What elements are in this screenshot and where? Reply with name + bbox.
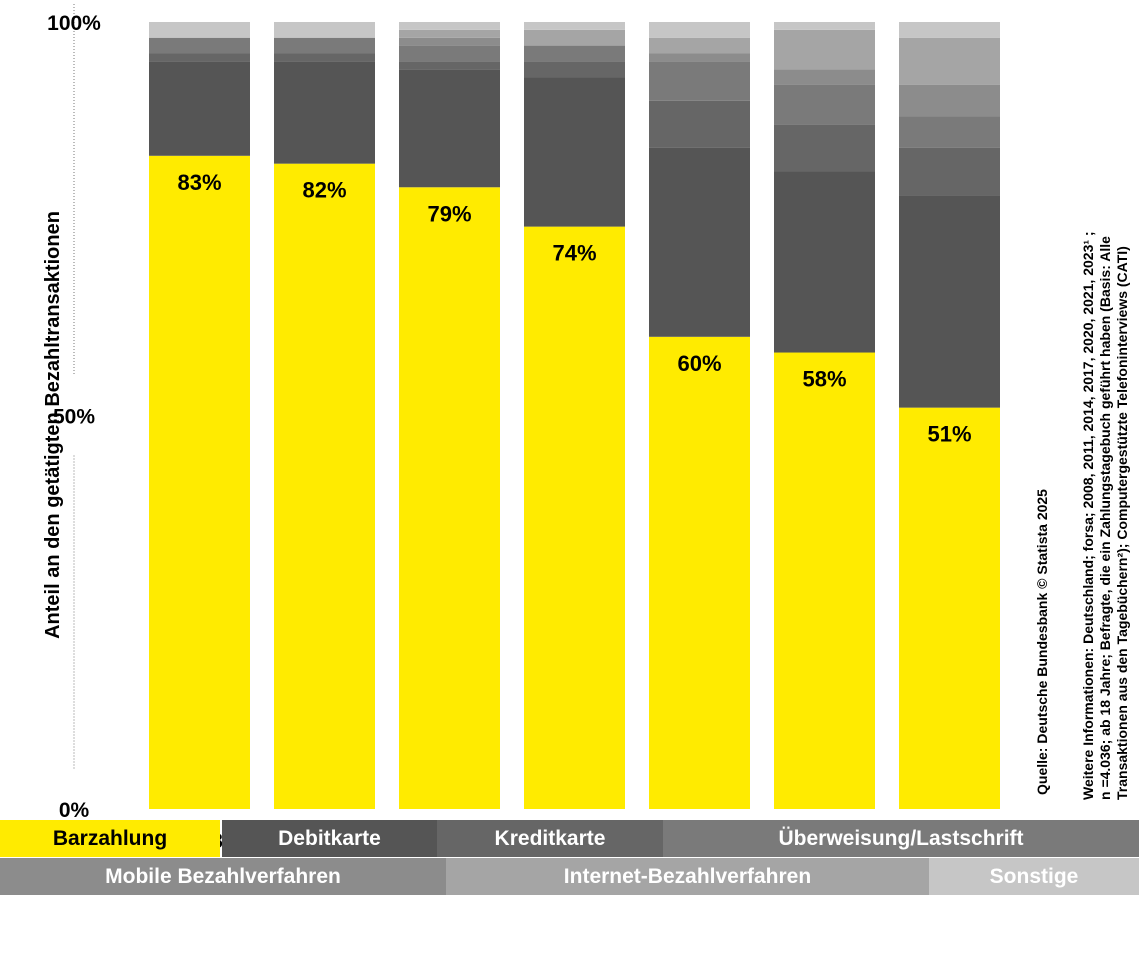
legend-row-2: Mobile Bezahlverfahren Internet-Bezahlver… [0, 858, 1139, 895]
bar-segment [149, 61, 250, 156]
bar-segment [524, 45, 625, 62]
bar-segment [649, 22, 750, 38]
bar-segment [274, 22, 375, 38]
legend-row-1: Barzahlung Debitkarte Kreditkarte Überweisu… [0, 820, 1139, 857]
bar-segment [399, 61, 500, 70]
bar-stack-2023: 51% [899, 22, 1000, 809]
y-tick-label: 100% [47, 12, 101, 35]
data-label: 58% [802, 367, 846, 392]
data-label: 60% [677, 351, 721, 376]
bar-segment [774, 29, 875, 70]
bar-segment [399, 45, 500, 62]
legend-item: Barzahlung [0, 820, 220, 857]
bar-segment [899, 37, 1000, 85]
data-label: 82% [302, 178, 346, 203]
bar-segment [774, 171, 875, 353]
y-axis-ticks: 0% 50% 100% [47, 12, 101, 822]
note-line: n =4.036; ab 18 Jahre; Befragte, die ein… [1097, 236, 1113, 800]
bar-segment [649, 100, 750, 148]
bar-segment [524, 77, 625, 227]
legend-item: Sonstige [929, 858, 1139, 895]
bar-segment [524, 29, 625, 46]
bar-segment [274, 37, 375, 54]
bar-stack-2011: 82% [274, 22, 375, 809]
data-label: 83% [177, 170, 221, 195]
bar-segment [149, 155, 250, 810]
bar-segment [774, 84, 875, 125]
bar-stack-2008: 83% [149, 22, 250, 810]
bar-segment [399, 29, 500, 38]
bar-segment [399, 187, 500, 809]
legend-item: Kreditkarte [437, 820, 663, 857]
data-label: 74% [552, 241, 596, 266]
bar-segment [774, 69, 875, 85]
bar-stack-2021: 58% [774, 22, 875, 809]
bar-segment [649, 61, 750, 101]
note-line: Weitere Informationen: Deutschland; fors… [1080, 231, 1096, 800]
y-tick-label: 50% [53, 406, 95, 429]
bar-segment [649, 37, 750, 54]
y-axis-title: Anteil an den getätigten Bezahltransakti… [42, 211, 64, 639]
bar-segment [649, 336, 750, 809]
bar-stack-2020: 60% [649, 22, 750, 809]
bar-segment [649, 53, 750, 62]
bar-segment [149, 22, 250, 38]
bar-segment [899, 195, 1000, 408]
legend-item: Internet-Bezahlverfahren [446, 858, 929, 895]
bar-segment [649, 147, 750, 337]
bars: 83% 82% 79% 74% 60% 58% 51% [149, 22, 1000, 810]
additional-information: Weitere Informationen: Deutschland; fors… [1080, 231, 1130, 800]
bar-segment [899, 22, 1000, 38]
bar-segment [274, 163, 375, 809]
bar-segment [274, 53, 375, 62]
bar-segment [899, 147, 1000, 196]
bar-segment [524, 226, 625, 809]
y-tick-label: 0% [59, 799, 90, 822]
bar-segment [899, 84, 1000, 117]
data-label: 51% [927, 422, 971, 447]
bar-segment [149, 53, 250, 62]
legend-item: Debitkarte [222, 820, 437, 857]
bar-segment [399, 37, 500, 46]
note-line: Transaktionen aus den Tagebüchern²); Com… [1114, 246, 1130, 800]
bar-segment [399, 69, 500, 188]
legend-item: Überweisung/Lastschrift [663, 820, 1139, 857]
bar-segment [524, 61, 625, 78]
data-label: 79% [427, 201, 471, 226]
bar-segment [524, 22, 625, 30]
bar-segment [149, 37, 250, 54]
bar-segment [774, 352, 875, 809]
source-note: Quelle: Deutsche Bundesbank © Statista 2… [1034, 489, 1050, 795]
bar-segment [899, 116, 1000, 148]
bar-segment [274, 61, 375, 164]
bar-stack-2014: 79% [399, 22, 500, 809]
legend-item: Mobile Bezahlverfahren [0, 858, 446, 895]
bar-segment [774, 22, 875, 30]
bar-segment [774, 124, 875, 172]
bar-segment [899, 407, 1000, 809]
bar-stack-2017: 74% [524, 22, 625, 809]
bar-segment [399, 22, 500, 30]
